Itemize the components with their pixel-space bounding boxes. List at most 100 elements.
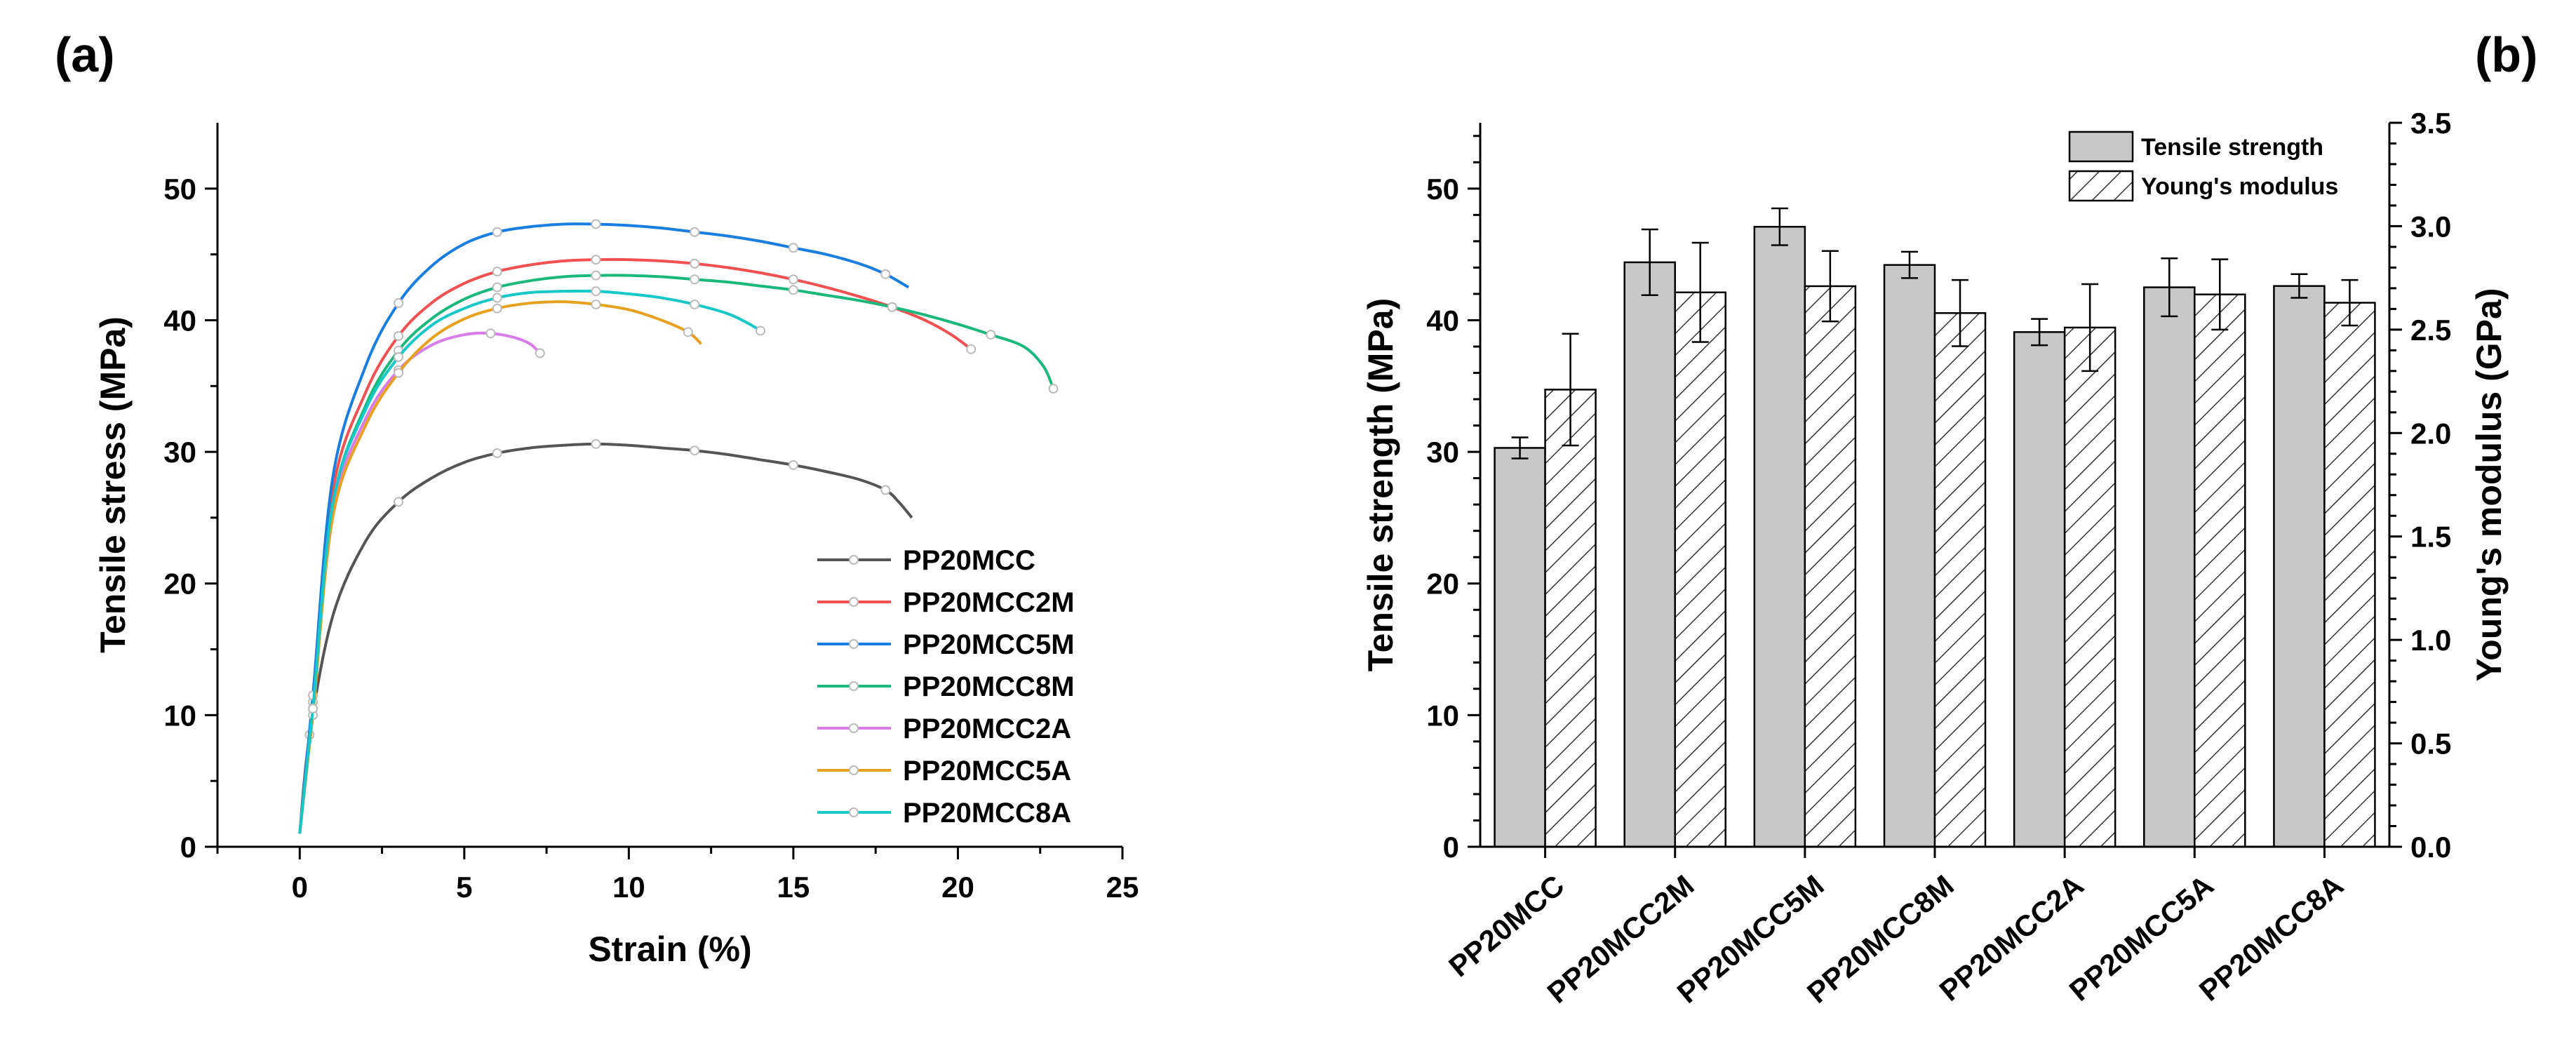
data-point [492, 227, 502, 237]
data-point [492, 267, 502, 277]
legend-item-pp20mcc8a: PP20MCC8A [817, 798, 1071, 829]
legend-item-pp20mcc2a: PP20MCC2A [817, 713, 1071, 744]
data-point [394, 330, 403, 341]
data-point [591, 286, 601, 297]
legend-label: PP20MCC2A [903, 713, 1071, 744]
data-point [394, 351, 403, 362]
bar-tensile-strength [2013, 331, 2066, 848]
bar-youngs-modulus [2063, 326, 2117, 848]
data-point [1048, 384, 1059, 394]
bar-tensile-strength [1494, 447, 1546, 848]
bar-tensile-strength [1883, 264, 1936, 848]
y-tick-label-b: 20 [1426, 568, 1459, 601]
y2-tick-label-b: 3.5 [2410, 107, 2451, 140]
bar-group-pp20mcc8m [1883, 250, 1987, 848]
legend-item-tensile-strength: Tensile strength [2068, 130, 2323, 163]
x-tick-label-a: 25 [1106, 871, 1139, 904]
data-point [394, 368, 403, 378]
legend-item-pp20mcc: PP20MCC [817, 545, 1035, 576]
x-tick-label-a: 20 [941, 871, 974, 904]
y-tick-label-b: 40 [1426, 304, 1459, 337]
data-point [492, 448, 502, 458]
legend-marker [849, 555, 859, 565]
bar-tensile-strength [1623, 261, 1676, 848]
data-point [492, 282, 502, 293]
legend-swatch [2068, 130, 2134, 163]
legend-label: PP20MCC5M [903, 629, 1075, 660]
data-point [788, 243, 798, 253]
x-tick-label-a: 15 [777, 871, 810, 904]
series-pp20mcc2a [298, 328, 545, 834]
legend-label: Young's modulus [2141, 173, 2338, 200]
legend-marker [849, 681, 859, 691]
x-tick-label-b: PP20MCC8A [2193, 869, 2349, 1007]
legend-item-pp20mcc5m: PP20MCC5M [817, 629, 1075, 660]
legend-marker [849, 807, 859, 817]
y-tick-label-a: 30 [163, 436, 196, 469]
y-axis-title-a: Tensile stress (MPa) [93, 316, 133, 653]
data-point [591, 219, 601, 229]
legend-swatch [2068, 170, 2134, 202]
y2-tick-label-b: 0.0 [2410, 831, 2451, 864]
y-tick-label-b: 0 [1443, 831, 1459, 864]
y-tick-label-a: 20 [163, 568, 196, 601]
y-tick-label-a: 40 [163, 304, 196, 337]
data-point [591, 299, 601, 309]
curve-pp20mcc5m [298, 222, 910, 834]
bar-tensile-strength [2273, 285, 2326, 848]
legend-item-pp20mcc8m: PP20MCC8M [817, 671, 1075, 702]
y2-tick-label-b: 2.5 [2410, 314, 2451, 347]
data-point [394, 497, 403, 507]
data-point [308, 703, 318, 713]
bar-group-pp20mcc2m [1623, 228, 1726, 848]
data-point [591, 255, 601, 265]
x-tick-label-b: PP20MCC [1442, 869, 1570, 984]
y2-tick-label-b: 2.0 [2410, 417, 2451, 450]
legend-marker [849, 765, 859, 775]
data-point [492, 303, 502, 314]
y-tick-label-b: 30 [1426, 436, 1459, 469]
data-point [788, 460, 798, 470]
bar-youngs-modulus [1933, 312, 1987, 848]
data-point [535, 348, 545, 358]
y2-tick-label-b: 1.0 [2410, 624, 2451, 657]
data-point [788, 274, 798, 285]
data-point [986, 330, 996, 340]
bar-youngs-modulus [2194, 293, 2246, 848]
x-tick-label-a: 0 [292, 871, 308, 904]
legend-item-pp20mcc2m: PP20MCC2M [817, 587, 1075, 618]
x-tick-label-a: 10 [612, 871, 645, 904]
bar-group-pp20mcc [1494, 333, 1597, 848]
legend-label: PP20MCC2M [903, 587, 1075, 618]
data-point [880, 485, 891, 495]
legend-label: PP20MCC [903, 545, 1035, 576]
data-point [690, 227, 700, 237]
y-tick-label-b: 10 [1426, 699, 1459, 732]
bar-tensile-strength [2143, 286, 2196, 848]
y-axis-title-b: Tensile strength (MPa) [1361, 298, 1400, 671]
data-point [690, 445, 700, 456]
y-tick-label-a: 50 [163, 173, 196, 206]
legend-label: PP20MCC8M [903, 671, 1075, 702]
panel-a-label: (a) [55, 27, 115, 82]
legend-item-young-s-modulus: Young's modulus [2068, 170, 2338, 202]
legend-a: PP20MCC PP20MCC2M PP20MCC5M PP20MCC8M PP20MC… [817, 545, 1075, 829]
bar-chart: 0 10 20 30 40 50 0.0 0.5 1.0 1.5 2.0 2.5 3.0 3.5 PP2… [1361, 107, 2509, 1010]
bar-youngs-modulus [1544, 389, 1597, 848]
legend-label: Tensile strength [2141, 134, 2323, 161]
data-point [394, 298, 403, 309]
bar-group-pp20mcc5m [1753, 207, 1857, 848]
legend-item-pp20mcc5a: PP20MCC5A [817, 756, 1071, 786]
series-pp20mcc [298, 438, 913, 834]
curve-pp20mcc2m [298, 257, 972, 834]
series-pp20mcc2m [298, 255, 977, 834]
series-pp20mcc8a [298, 286, 765, 834]
legend-marker [849, 723, 859, 733]
y2-tick-label-b: 1.5 [2410, 521, 2451, 554]
x-tick-label-a: 5 [456, 871, 472, 904]
data-point [690, 299, 700, 309]
legend-label: PP20MCC5A [903, 756, 1071, 786]
data-point [591, 270, 601, 281]
